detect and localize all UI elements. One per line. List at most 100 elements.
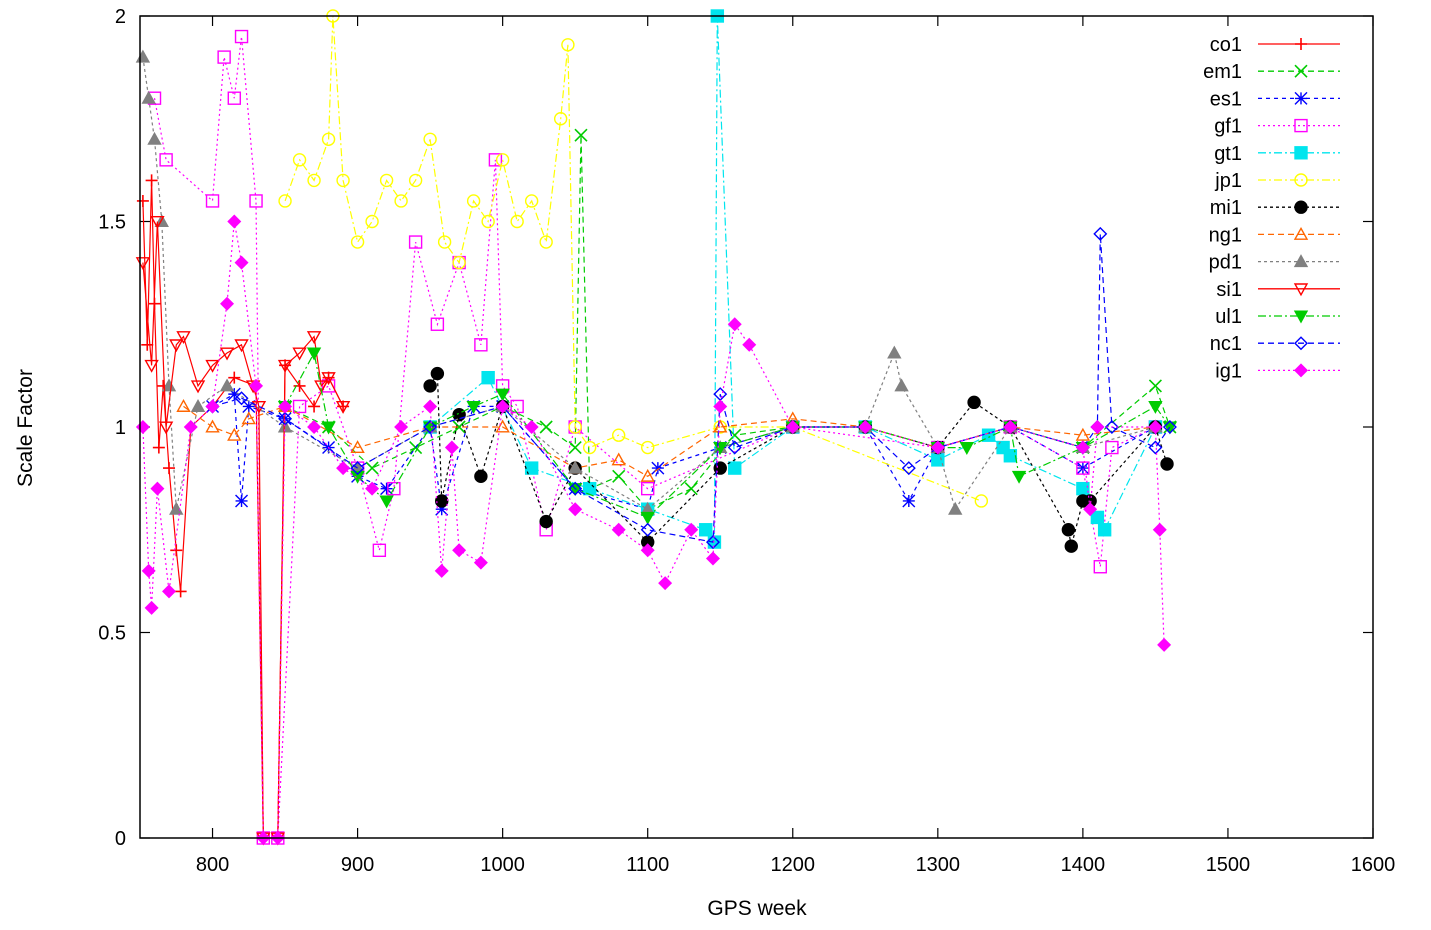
legend-marker-mi1 [1294,200,1308,214]
y-tick-label: 2 [115,6,126,28]
y-tick-label: 0.5 [98,623,126,645]
legend-label-co1: co1 [1210,34,1242,56]
data-point-ig1 [162,584,177,599]
legend-label-gt1: gt1 [1214,143,1242,165]
data-point-ig1 [150,481,165,496]
data-point-nc1 [901,461,916,476]
x-tick-label: 1100 [626,854,669,876]
data-point-si1 [205,359,220,373]
data-point-pd1 [135,49,151,63]
data-point-mi1 [1061,523,1076,537]
series-mi1 [423,366,1174,553]
data-point-gf1 [488,153,503,167]
data-point-ig1 [1075,440,1090,455]
data-point-es1 [242,399,256,413]
data-point-ul1 [321,421,336,435]
data-point-co1 [308,400,321,413]
data-point-ig1 [227,214,242,229]
data-point-jp1 [481,214,495,229]
data-point-ig1 [742,337,757,352]
data-point-ig1 [423,399,438,414]
data-point-jp1 [611,428,626,442]
data-point-ul1 [1148,400,1163,414]
data-point-ig1 [1083,502,1098,517]
data-point-nc1 [234,391,249,406]
data-point-ig1 [858,420,873,434]
data-point-si1 [150,216,165,229]
data-point-em1 [539,420,553,434]
y-axis-title: Scale Factor [14,369,37,487]
x-tick-label: 1300 [916,854,961,876]
data-point-ul1 [306,347,322,361]
data-point-pd1 [147,131,162,145]
data-point-nc1 [1104,420,1119,434]
data-point-mi1 [423,379,437,393]
data-point-ng1 [611,452,626,466]
data-point-si1 [335,400,351,414]
data-point-pd1 [219,378,235,392]
data-point-pd1 [169,501,184,515]
data-point-gt1 [1076,481,1090,496]
legend-label-nc1: nc1 [1210,333,1242,355]
data-point-ng1 [205,419,220,433]
data-point-gt1 [699,523,713,537]
data-point-jp1 [350,235,365,249]
data-point-gf1 [217,50,231,64]
data-point-si1 [169,339,184,353]
data-point-ig1 [183,420,198,434]
data-point-es1 [235,494,249,508]
legend-marker-em1 [1294,64,1308,78]
series-line-ng1 [183,405,1156,478]
data-point-gf1 [234,29,249,44]
series-gf1 [147,29,1163,845]
data-point-ig1 [1090,420,1105,434]
data-point-mi1 [1064,539,1078,553]
legend-label-mi1: mi1 [1210,197,1242,219]
data-point-mi1 [967,395,981,410]
y-tick-label: 1 [115,417,126,439]
data-point-ig1 [365,481,380,496]
data-point-jp1 [524,194,539,208]
data-point-ul1 [495,388,510,402]
data-point-co1 [170,544,183,557]
data-point-gf1 [1093,560,1107,574]
y-tick-label: 0 [115,828,126,850]
data-point-jp1 [582,440,597,455]
data-point-ig1 [785,420,800,434]
data-point-jp1 [379,173,394,188]
data-point-jp1 [974,494,989,508]
data-point-ig1 [135,420,150,434]
data-point-gf1 [292,399,307,414]
data-point-co1 [163,462,176,475]
data-point-ig1 [1152,522,1167,537]
x-tick-label: 1600 [1351,854,1396,876]
series-ng1 [176,399,1163,482]
series-line-gt1 [429,15,1156,544]
data-point-si1 [251,400,267,414]
y-tick-label: 1.5 [98,212,126,234]
data-point-ng1 [713,419,728,433]
legend-marker-gf1 [1294,118,1308,133]
data-point-pd1 [277,419,293,433]
data-point-mi1 [1160,457,1174,471]
plot-area [135,9,1178,846]
data-point-si1 [321,372,336,386]
data-point-si1 [219,347,235,361]
data-point-pd1 [948,501,963,515]
data-point-jp1 [568,420,582,434]
data-point-si1 [292,347,307,361]
series-line-si1 [142,221,344,839]
legend-marker-co1 [1295,38,1307,50]
data-point-ig1 [1157,637,1172,652]
data-point-co1 [228,371,241,384]
data-point-si1 [314,380,329,394]
legend-marker-si1 [1293,283,1309,297]
data-point-co1 [152,441,165,454]
legend-label-es1: es1 [1210,88,1242,110]
legend-label-jp1: jp1 [1214,170,1242,192]
data-point-pd1 [887,345,902,359]
data-point-ig1 [205,399,220,414]
data-point-pd1 [190,399,206,412]
x-axis-label: GPS week [707,897,807,920]
data-point-gf1 [372,543,387,557]
